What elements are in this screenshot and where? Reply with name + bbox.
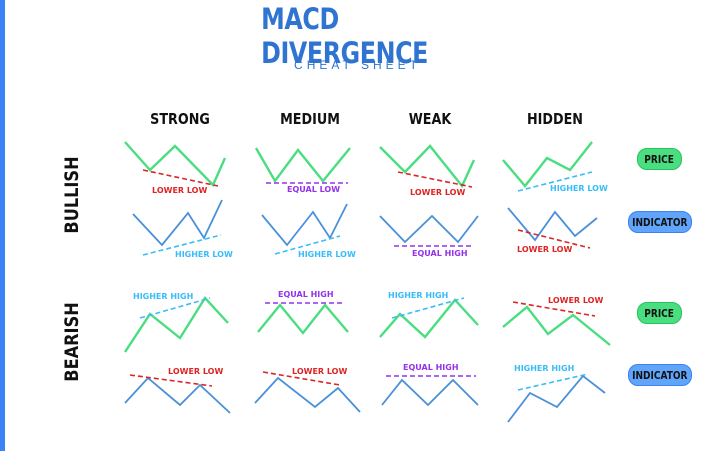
pattern-label: HIGHER HIGH [133,292,193,301]
trend-line [517,373,589,391]
pattern-label: EQUAL HIGH [403,363,459,372]
pattern-label: EQUAL HIGH [278,290,334,299]
pattern-label: LOWER LOW [152,186,207,195]
bullish-price-hidden: HIGHER LOW [502,141,608,193]
indicator-line [124,376,231,414]
trend-line [142,234,222,256]
pattern-label: LOWER LOW [292,367,347,376]
bullish-price-medium: EQUAL LOW [254,147,351,194]
pattern-label: EQUAL HIGH [412,249,468,258]
column-header-medium: MEDIUM [280,110,340,128]
trend-line [129,374,213,387]
bullish-indicator-weak: EQUAL HIGH [379,214,479,258]
trend-line [397,171,473,188]
indicator-line [381,378,479,407]
pattern-label: HIGHER LOW [550,184,608,193]
indicator-line [379,214,479,244]
price-line [502,305,611,346]
pattern-label: HIGHER LOW [175,250,233,259]
pattern-label: LOWER LOW [168,367,223,376]
price-line [123,296,229,353]
left-accent-bar [0,0,5,451]
bullish-indicator-medium: HIGHER LOW [261,203,356,259]
column-header-strong: STRONG [150,110,210,128]
bullish-indicator-strong: HIGHER LOW [132,199,233,259]
indicator-line [254,376,361,413]
bullish-price-weak: LOWER LOW [379,144,476,197]
indicator-line [507,207,598,242]
bearish-price-medium: EQUAL HIGH [257,290,349,335]
column-header-weak: WEAK [408,110,452,128]
bullish-price-strong: LOWER LOW [124,141,227,195]
pattern-label: LOWER LOW [410,188,465,197]
trend-line [262,371,341,386]
indicator-line [132,199,223,247]
indicator-pill-bearish: INDICATOR [628,364,692,386]
price-pill-bearish: PRICE [637,302,682,324]
pattern-label: EQUAL LOW [287,185,340,194]
pattern-label: LOWER LOW [517,245,572,254]
bearish-price-strong: HIGHER HIGH [123,292,229,353]
trend-line [391,297,465,319]
price-line [124,141,227,188]
bearish-price-hidden: LOWER LOW [502,296,611,346]
bullish-indicator-hidden: LOWER LOW [507,207,598,254]
column-header-hidden: HIDDEN [527,110,583,128]
indicator-pill-bullish: INDICATOR [628,211,692,233]
pattern-label: HIGHER HIGH [388,291,448,300]
indicator-line [261,203,348,247]
bearish-indicator-weak: EQUAL HIGH [381,363,479,407]
bearish-indicator-hidden: HIGHER HIGH [507,364,606,423]
trend-line [142,169,219,187]
price-line [254,147,351,184]
indicator-line [507,374,606,423]
trend-line [517,171,593,192]
pattern-label: LOWER LOW [548,296,603,305]
trend-line [139,297,211,319]
page-subtitle: CHEAT SHEET [294,58,421,72]
price-pill-bullish: PRICE [637,148,682,170]
pattern-label: HIGHER HIGH [514,364,574,373]
price-line [379,144,476,189]
bearish-indicator-medium: LOWER LOW [254,367,361,413]
price-line [502,141,593,188]
bearish-indicator-strong: LOWER LOW [124,367,231,414]
trend-line [274,235,341,255]
pattern-label: HIGHER LOW [298,250,356,259]
bearish-price-weak: HIGHER HIGH [379,291,479,339]
trend-line [512,301,596,317]
price-line [379,298,479,339]
trend-line [517,229,591,249]
price-line [257,303,349,335]
